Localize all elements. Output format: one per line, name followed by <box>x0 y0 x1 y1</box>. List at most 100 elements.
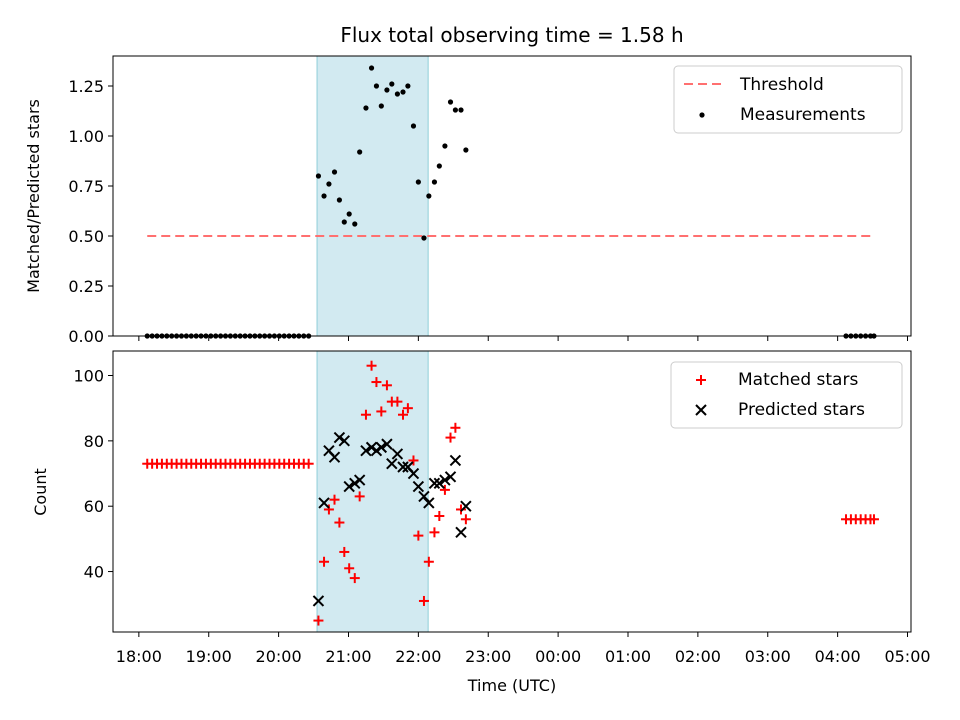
top-observing-window <box>316 55 429 337</box>
measurement-point <box>315 173 322 179</box>
measurement-point <box>426 193 432 199</box>
chart-title: Flux total observing time = 1.58 h <box>340 23 683 47</box>
measurement-point <box>463 147 469 153</box>
bottom-y-tick-label: 40 <box>84 563 104 582</box>
matched-stars-point <box>376 406 387 417</box>
predicted-stars-point <box>365 441 378 454</box>
x-tick-label: 23:00 <box>465 647 511 666</box>
matched-stars-point <box>450 422 461 433</box>
measurement-point <box>384 87 390 93</box>
predicted-stars-point <box>360 444 372 457</box>
x-tick-label: 05:00 <box>884 647 930 666</box>
measurement-point <box>405 83 411 89</box>
matched-stars-point <box>402 403 413 414</box>
predicted-stars-point <box>353 474 366 486</box>
predicted-stars-point <box>397 461 409 473</box>
measurement-point <box>352 221 358 227</box>
top-legend: Threshold Measurements <box>673 65 903 134</box>
top-y-tick-label: 1.00 <box>68 127 104 146</box>
top-y-tick-label: 0.50 <box>68 227 104 246</box>
predicted-stars-point <box>391 448 404 460</box>
x-tick-label: 03:00 <box>745 647 791 666</box>
matched-stars-point <box>319 556 330 567</box>
matched-stars-point <box>455 504 466 515</box>
x-tick-label: 21:00 <box>325 647 371 666</box>
top-y-axis-label: Matched/Predicted stars <box>24 99 43 293</box>
matched-stars-point <box>371 377 382 388</box>
legend-measurements-label: Measurements <box>740 105 866 125</box>
matched-stars-point <box>423 556 434 567</box>
measurement-point <box>326 181 332 187</box>
matched-stars-point <box>360 409 371 420</box>
measurement-point <box>321 193 327 199</box>
matched-stars-point <box>354 491 365 502</box>
measurement-point <box>421 235 427 241</box>
predicted-stars-point <box>428 477 441 490</box>
matched-stars-point <box>397 409 408 420</box>
top-panel-frame <box>112 55 912 337</box>
top-y-tick-label: 0.25 <box>68 277 104 296</box>
matched-stars-point <box>445 432 456 443</box>
x-tick-label: 02:00 <box>675 647 721 666</box>
legend-predicted-marker <box>695 404 707 416</box>
measurement-point <box>458 107 464 113</box>
matched-stars-point <box>329 494 340 505</box>
top-y-tick-label: 0.00 <box>68 327 104 346</box>
legend-matched-label: Matched stars <box>738 370 858 390</box>
x-tick-label: 20:00 <box>256 647 302 666</box>
x-tick-label: 19:00 <box>186 647 232 666</box>
predicted-stars-point <box>460 500 472 512</box>
matched-stars-point <box>366 360 377 371</box>
matched-stars-point <box>344 563 355 574</box>
top-y-tick-label: 1.25 <box>68 77 104 96</box>
matched-stars-point <box>334 517 345 528</box>
predicted-stars-point <box>449 454 462 467</box>
x-tick-label: 04:00 <box>815 647 861 666</box>
predicted-stars-point <box>386 458 398 470</box>
matched-stars-point <box>349 573 360 584</box>
predicted-stars-point <box>333 431 346 444</box>
predicted-stars-point <box>455 526 467 539</box>
matched-stars-point <box>460 514 471 525</box>
predicted-stars-point <box>349 477 361 490</box>
measurement-point <box>389 81 395 87</box>
legend-predicted-label: Predicted stars <box>738 400 865 420</box>
predicted-stars-point <box>444 471 457 483</box>
predicted-stars-point <box>375 441 388 454</box>
measurement-point <box>368 65 375 71</box>
measurement-point <box>363 105 369 111</box>
predicted-stars-point <box>343 480 355 493</box>
bottom-panel-frame <box>112 350 912 633</box>
matched-stars-point <box>434 511 445 522</box>
predicted-stars-point <box>418 490 430 503</box>
bottom-y-tick-label: 80 <box>84 432 104 451</box>
x-tick-label: 22:00 <box>395 647 441 666</box>
matched-stars-point <box>392 396 403 407</box>
matched-stars-point <box>413 530 424 541</box>
top-x-axis <box>138 336 909 341</box>
top-y-tick-label: 0.75 <box>68 177 104 196</box>
predicted-stars-point <box>338 435 351 447</box>
predicted-stars-point <box>318 497 330 509</box>
matched-stars-point <box>323 504 334 515</box>
x-tick-label: 00:00 <box>535 647 581 666</box>
x-tick-label: 01:00 <box>605 647 651 666</box>
measurement-point <box>341 219 347 225</box>
matched-stars-point <box>439 484 450 495</box>
measurement-point <box>415 179 421 185</box>
bottom-y-tick-label: 60 <box>84 497 104 516</box>
measurement-point <box>436 163 442 169</box>
bottom-y-axis-label: Count <box>31 468 50 516</box>
legend-matched-marker <box>696 375 706 385</box>
legend-measurements-swatch <box>699 112 705 118</box>
measurement-point <box>452 107 458 113</box>
bottom-y-axis: 40 60 80 100 <box>73 367 113 582</box>
matched-stars-point <box>429 527 440 538</box>
matched-stars-point <box>313 615 324 626</box>
measurement-point <box>331 169 338 175</box>
measurement-point <box>431 179 438 185</box>
predicted-stars-point <box>433 477 446 490</box>
bottom-x-axis: 18:00 19:00 20:00 21:00 22:00 23:00 00:00 01:00… <box>116 632 931 666</box>
matched-stars-point <box>868 514 879 525</box>
legend-matched-swatch <box>696 375 706 385</box>
